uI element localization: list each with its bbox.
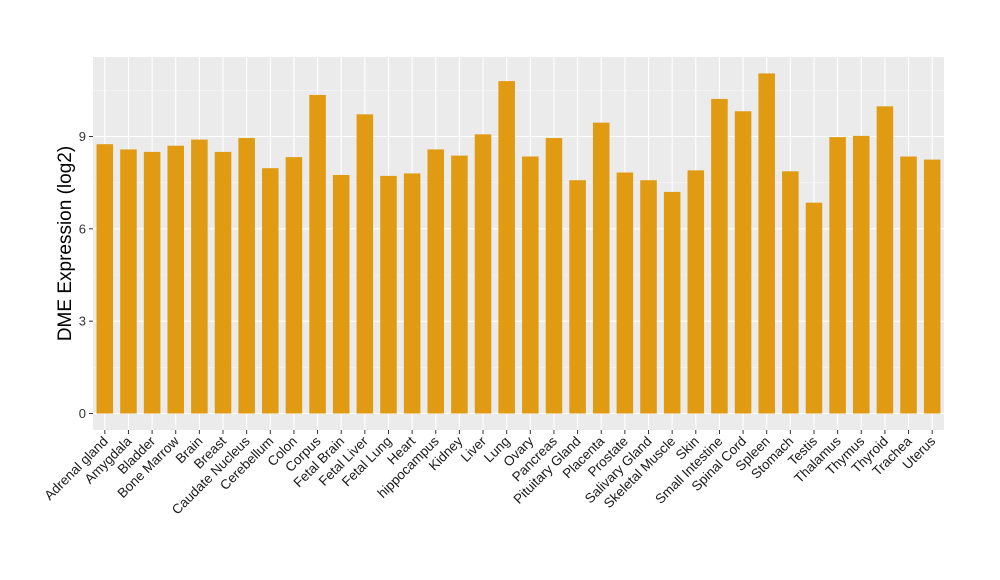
bar <box>734 111 752 414</box>
bar <box>332 174 350 414</box>
bar <box>805 202 823 414</box>
bar <box>592 122 610 414</box>
bar <box>167 145 185 414</box>
bar <box>640 180 657 414</box>
bar <box>852 135 870 414</box>
bar <box>356 114 374 414</box>
bar <box>285 157 303 414</box>
bar <box>474 134 492 414</box>
bar <box>380 175 397 414</box>
bar <box>876 106 894 414</box>
bar <box>191 139 208 414</box>
bar <box>829 137 846 414</box>
bar <box>427 149 445 414</box>
bar <box>498 81 515 414</box>
bar <box>120 149 137 414</box>
x-tick-label: Liver <box>458 433 490 465</box>
bar <box>262 168 279 414</box>
bar <box>403 173 421 414</box>
y-axis: 0 3 6 9 <box>79 129 93 421</box>
bar <box>309 94 326 414</box>
bar <box>782 171 799 414</box>
y-tick-label: 6 <box>79 221 86 236</box>
bar <box>900 156 917 414</box>
bar <box>238 138 255 414</box>
bar <box>451 155 468 414</box>
bar <box>687 170 705 414</box>
bar <box>214 151 232 414</box>
bar <box>96 144 114 414</box>
plot-panel <box>93 57 944 430</box>
bar <box>616 172 634 414</box>
bar <box>923 159 941 414</box>
y-tick-label: 3 <box>79 314 86 329</box>
bars <box>96 73 941 414</box>
bar <box>711 98 728 414</box>
y-tick-label: 9 <box>79 129 86 144</box>
bar <box>758 73 775 414</box>
bar <box>569 180 586 414</box>
bar <box>143 151 161 414</box>
bar <box>663 191 681 414</box>
bar <box>545 138 563 414</box>
bar <box>522 156 539 414</box>
y-axis-title: DME Expression (log2) <box>55 146 76 341</box>
y-tick-label: 0 <box>79 406 86 421</box>
